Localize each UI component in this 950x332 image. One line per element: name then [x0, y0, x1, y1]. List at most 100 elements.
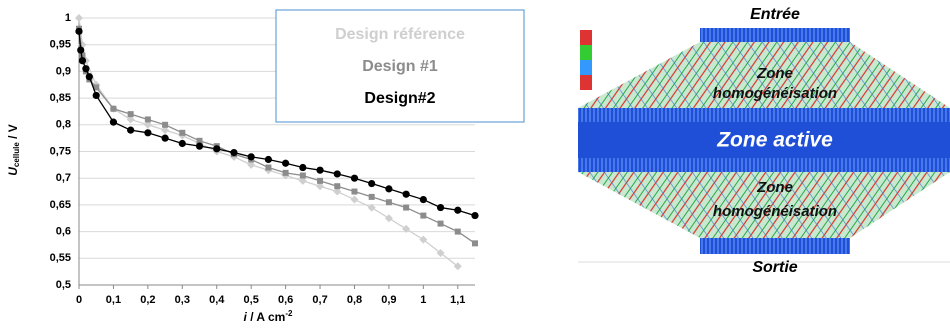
marker: [82, 65, 90, 73]
marker: [75, 27, 83, 35]
x-tick-label: 0: [76, 294, 82, 306]
x-tick-label: 0,6: [278, 294, 293, 306]
marker: [75, 14, 83, 22]
x-tick-label: 0,7: [312, 294, 327, 306]
x-axis-label: i / A cm-2: [244, 309, 293, 324]
x-tick-label: 0,8: [347, 294, 362, 306]
marker: [85, 73, 93, 81]
marker: [472, 240, 478, 247]
marker: [454, 228, 461, 235]
marker: [419, 235, 428, 244]
marker: [230, 148, 238, 157]
x-label-sup: -2: [285, 309, 293, 318]
marker: [453, 262, 462, 271]
marker: [350, 195, 359, 204]
marker: [436, 248, 445, 257]
legend-entry: Design#2: [364, 90, 435, 107]
marker: [385, 185, 393, 193]
marker: [419, 195, 427, 204]
marker: [454, 206, 462, 214]
inlet-bar: [700, 28, 850, 42]
zone-label: homogénéisation: [713, 85, 837, 102]
y-tick-label: 0,7: [56, 172, 71, 184]
marker: [368, 179, 376, 188]
y-tick-label: 0,9: [56, 65, 71, 77]
y-tick-label: 0,5: [56, 279, 71, 291]
marker: [126, 115, 135, 124]
marker: [351, 188, 358, 195]
marker: [92, 91, 100, 100]
top-zone: [578, 42, 950, 108]
zone-label: homogénéisation: [713, 203, 837, 220]
marker: [403, 204, 410, 211]
active-zone: [578, 122, 950, 158]
y-label-sub: cellule: [12, 142, 21, 167]
marker: [144, 129, 152, 137]
diagram: Entrée Zone homogénéisation Zone active …: [578, 6, 950, 276]
marker: [127, 126, 135, 134]
x-tick-label: 1: [420, 294, 426, 306]
marker: [161, 126, 170, 135]
marker: [317, 177, 324, 184]
marker: [213, 145, 221, 153]
marker: [264, 155, 272, 164]
zone-label: Zone: [756, 179, 793, 196]
marker: [437, 220, 444, 227]
legend-entry: Design #1: [362, 58, 438, 75]
marker: [109, 118, 118, 126]
marker: [350, 174, 359, 182]
zone-label: Zone: [756, 65, 793, 82]
x-tick-label: 0,1: [106, 294, 121, 306]
y-tick-label: 0,65: [50, 199, 71, 211]
marker: [368, 193, 375, 200]
marker: [110, 105, 117, 112]
marker: [195, 142, 204, 150]
colorbar: [580, 60, 592, 75]
x-tick-label: 0,4: [209, 294, 225, 306]
marker: [367, 203, 376, 212]
marker: [247, 153, 255, 161]
marker: [334, 183, 341, 190]
marker: [143, 120, 152, 129]
y-tick-label: 0,75: [50, 145, 71, 157]
marker: [265, 164, 272, 171]
marker: [384, 214, 393, 223]
legend-box: [275, 9, 525, 123]
colorbar: [580, 45, 592, 60]
x-tick-label: 0,3: [175, 294, 190, 306]
x-tick-label: 0,9: [381, 294, 396, 306]
marker: [144, 116, 151, 123]
marker: [162, 121, 169, 128]
bottom-zone: [578, 172, 950, 238]
marker: [298, 176, 307, 185]
marker: [247, 160, 256, 169]
marker: [77, 46, 85, 54]
marker: [299, 172, 306, 179]
y-tick-label: 0,85: [50, 92, 71, 104]
marker: [316, 166, 324, 174]
marker: [179, 129, 186, 136]
marker: [282, 159, 290, 167]
y-tick-label: 0,6: [56, 226, 71, 238]
marker: [333, 187, 342, 196]
marker: [402, 190, 410, 198]
marker: [299, 163, 307, 172]
marker: [127, 111, 134, 118]
y-tick-label: 1: [65, 12, 71, 24]
marker: [402, 224, 411, 233]
marker: [333, 170, 341, 178]
series-line: [78, 31, 476, 217]
x-label-unit: / A cm: [247, 310, 285, 324]
marker: [282, 169, 289, 176]
x-tick-label: 0,5: [244, 294, 259, 306]
marker: [196, 137, 203, 144]
marker: [79, 52, 86, 59]
inlet-label: Entrée: [750, 6, 800, 23]
marker: [316, 182, 325, 191]
marker: [161, 134, 169, 142]
series: [75, 27, 479, 220]
x-tick-label: 0,2: [140, 294, 155, 306]
y-label-symbol: U: [6, 167, 20, 176]
active-label: Zone active: [716, 129, 833, 152]
